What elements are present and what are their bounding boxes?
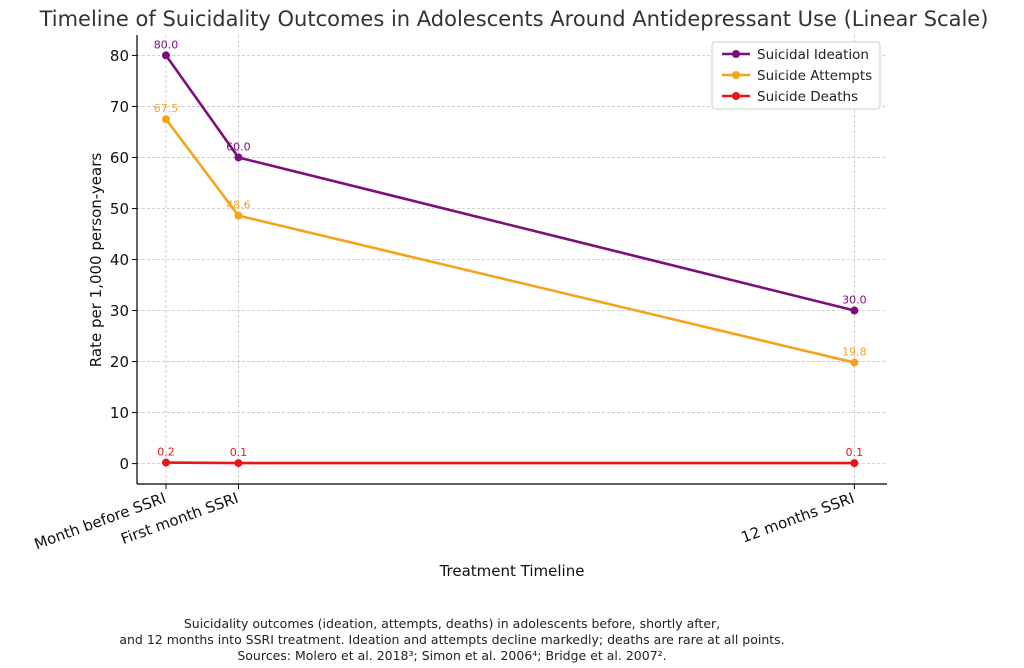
suicide-attempts-point-1 <box>234 211 243 220</box>
suicidal-ideation-point-0 <box>161 51 170 60</box>
suicide-deaths-value-label-1: 0.1 <box>230 446 248 459</box>
y-tick-label-7: 70 <box>110 98 129 116</box>
suicide-attempts-point-2 <box>850 358 859 367</box>
grid <box>137 35 887 484</box>
caption-line-1: Suicidality outcomes (ideation, attempts… <box>183 616 721 631</box>
suicide-attempts-value-label-0: 67.5 <box>154 102 179 115</box>
suicidal-ideation-point-1 <box>234 153 243 162</box>
suicidal-ideation-value-label-1: 60.0 <box>226 140 251 153</box>
y-tick-label-8: 80 <box>110 47 129 65</box>
legend-label-suicide-deaths: Suicide Deaths <box>757 89 858 105</box>
y-tick-label-6: 60 <box>110 149 129 167</box>
caption-line-3: Sources: Molero et al. 2018³; Simon et a… <box>237 648 667 663</box>
legend-label-suicidal-ideation: Suicidal Ideation <box>757 47 869 63</box>
suicide-deaths-line <box>165 461 855 465</box>
suicide-deaths-point-2 <box>850 459 859 468</box>
legend-label-suicide-attempts: Suicide Attempts <box>757 68 872 84</box>
suicide-attempts-point-0 <box>161 115 170 124</box>
suicidal-ideation-value-label-0: 80.0 <box>154 38 179 51</box>
legend: Suicidal Ideation Suicide Attempts Suicide… <box>711 41 881 110</box>
chart-title: Timeline of Suicidality Outcomes in Adol… <box>39 7 989 31</box>
legend-marker-suicide-deaths <box>732 92 740 100</box>
y-tick-label-4: 40 <box>110 251 129 269</box>
legend-marker-suicidal-ideation <box>732 50 740 58</box>
suicide-deaths-value-label-2: 0.1 <box>846 446 864 459</box>
y-axis-label: Rate per 1,000 person-years <box>87 153 105 368</box>
caption-line-2: and 12 months into SSRI treatment. Ideat… <box>119 632 785 647</box>
suicide-attempts-value-label-1: 48.6 <box>226 199 251 212</box>
y-tick-label-1: 10 <box>110 404 129 422</box>
legend-box <box>711 41 881 110</box>
y-tick-label-5: 50 <box>110 200 129 218</box>
suicide-deaths-value-label-0: 0.2 <box>157 446 175 459</box>
suicidal-ideation-value-label-2: 30.0 <box>842 294 867 307</box>
figure-caption: Suicidality outcomes (ideation, attempts… <box>0 616 904 664</box>
suicide-deaths-point-0 <box>161 458 170 467</box>
legend-marker-suicide-attempts <box>732 71 740 79</box>
suicide-deaths-point-1 <box>234 459 243 468</box>
y-tick-label-2: 20 <box>110 353 129 371</box>
x-tick-label-2: 12 months SSRI <box>739 489 857 547</box>
data-labels: 80.0 60.0 30.0 67.5 48.6 19.8 0.2 0.1 0.1 <box>154 38 867 459</box>
y-tick-label-3: 30 <box>110 302 129 320</box>
suicide-attempts-line <box>164 118 855 364</box>
suicidal-ideation-point-2 <box>850 306 859 315</box>
x-axis-label: Treatment Timeline <box>439 562 585 580</box>
series-layer <box>161 51 859 468</box>
y-tick-label-0: 0 <box>119 455 129 473</box>
suicide-attempts-value-label-2: 19.8 <box>842 346 867 359</box>
